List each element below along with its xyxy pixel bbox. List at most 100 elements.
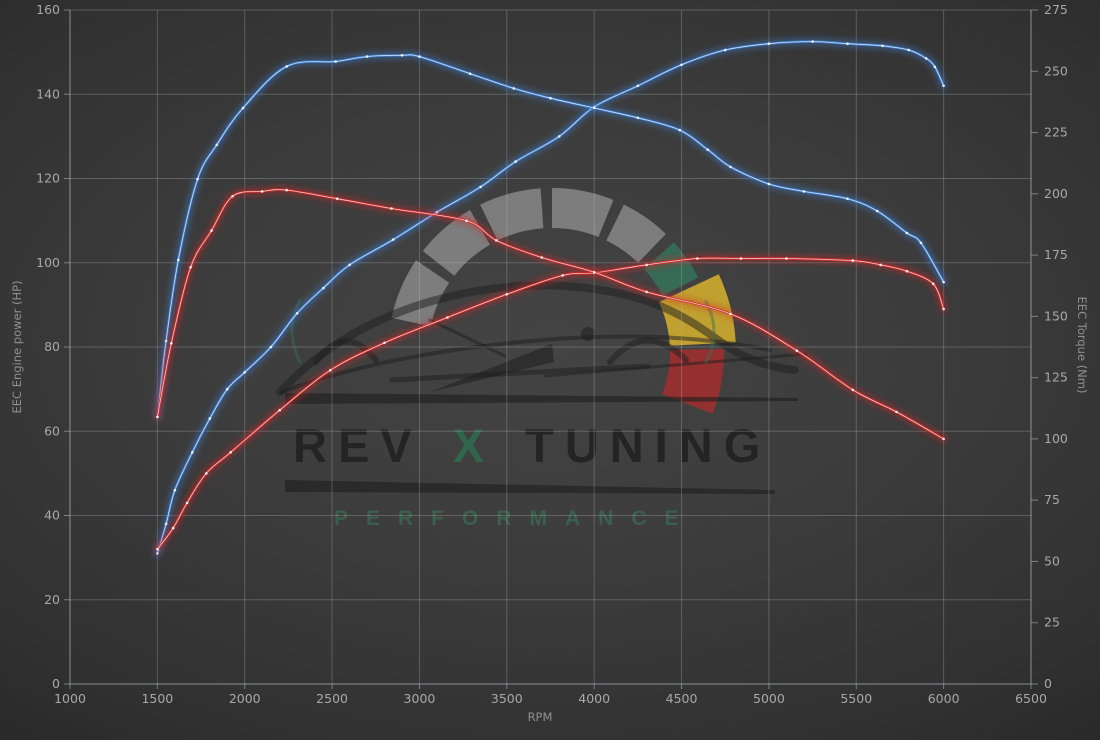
nm-tick-label: 100 (1044, 431, 1068, 446)
stock-torque-nm-sample-dot (390, 207, 393, 210)
tuned-engine-power-hp-sample-dot (322, 286, 325, 290)
tuned-torque-nm-line (156, 53, 945, 419)
stock-torque-nm-sample-dot (189, 266, 192, 269)
tuned-torque-nm-sample-dot (418, 55, 421, 58)
car-door-line (428, 318, 507, 358)
stock-engine-power-hp-curve (153, 254, 948, 554)
x-tick-label: 5000 (753, 691, 785, 706)
gauge-green-segment (644, 242, 699, 296)
car-mirror-dot (581, 327, 595, 341)
nm-tick-label: 0 (1044, 676, 1052, 691)
tuned-engine-power-hp-sample-dot (269, 345, 273, 349)
stock-torque-nm-sample-dot (942, 437, 945, 441)
car-rocker-line (389, 363, 651, 383)
stock-engine-power-hp-sample-dot (383, 341, 386, 345)
tuned-torque-nm-core (157, 54, 944, 418)
tuned-torque-nm-sample-dot (196, 177, 199, 181)
stock-torque-nm-sample-dot (231, 195, 234, 198)
tuned-engine-power-hp-sample-dot (208, 417, 212, 420)
stock-engine-power-hp-sample-dot (278, 408, 282, 412)
watermark-bottom-bar (285, 480, 775, 494)
x-tick-label: 1500 (141, 691, 173, 706)
tuned-torque-nm-sample-dot (767, 182, 771, 186)
x-tick-label: 4000 (578, 691, 610, 706)
stock-torque-nm-sample-dot (210, 229, 213, 232)
nm-tick-label: 275 (1044, 2, 1068, 17)
stock-torque-nm-sample-dot (465, 219, 468, 223)
hp-tick-label: 0 (52, 676, 60, 691)
x-tick-label: 6500 (1015, 691, 1047, 706)
tuned-engine-power-hp-sample-dot (680, 63, 683, 67)
hp-tick-label: 140 (36, 86, 60, 101)
tuned-torque-nm-curve (153, 50, 948, 421)
tuned-engine-power-hp-sample-dot (514, 160, 517, 163)
stock-engine-power-hp-glow (153, 254, 948, 554)
hp-tick-label: 80 (44, 339, 60, 354)
tuned-torque-nm-sample-dot (512, 87, 516, 90)
tuned-engine-power-hp-sample-dot (348, 263, 351, 267)
tuned-engine-power-hp-sample-dot (942, 84, 945, 88)
stock-engine-power-hp-sample-dot (851, 259, 855, 262)
hp-tick-label: 20 (44, 592, 60, 607)
tuned-torque-nm-sample-dot (285, 65, 289, 68)
nm-tick-label: 250 (1044, 63, 1068, 78)
car-roof-line (276, 281, 799, 396)
tuned-engine-power-hp-sample-dot (557, 135, 561, 138)
stock-torque-nm-sample-dot (260, 190, 264, 193)
tuned-engine-power-hp-core (157, 41, 944, 554)
hp-tick-label: 160 (36, 2, 60, 17)
stock-torque-nm-sample-dot (285, 188, 289, 192)
hp-tick-label: 40 (44, 508, 60, 523)
stock-torque-nm-line (156, 188, 945, 441)
stock-torque-nm-sample-dot (495, 239, 498, 242)
tuned-engine-power-hp-sample-dot (811, 40, 814, 43)
nm-tick-label: 175 (1044, 247, 1068, 262)
tuned-engine-power-hp-sample-dot (767, 42, 771, 45)
tuned-engine-power-hp-sample-dot (479, 185, 482, 189)
tuned-torque-nm-sample-dot (942, 280, 945, 284)
hp-tick-label: 120 (36, 171, 60, 186)
car-rear-wheel-arch (607, 337, 689, 365)
tuned-torque-nm-sample-dot (919, 241, 923, 245)
tuned-engine-power-hp-sample-dot (933, 65, 937, 69)
x-tick-label: 2000 (229, 691, 261, 706)
nm-tick-label: 225 (1044, 125, 1068, 140)
x-tick-label: 6000 (928, 691, 960, 706)
tuned-engine-power-hp-sample-dot (391, 238, 395, 241)
tuned-torque-nm-sample-dot (468, 72, 472, 75)
tuned-torque-nm-sample-dot (215, 143, 219, 147)
tuned-torque-nm-sample-dot (706, 148, 710, 151)
brand-x: X (452, 419, 496, 472)
stock-torque-nm-sample-dot (645, 290, 648, 294)
tuned-engine-power-hp-glow (153, 37, 948, 558)
tuned-engine-power-hp-sample-dot (243, 371, 246, 374)
x-tick-label: 3500 (491, 691, 523, 706)
nm-tick-label: 75 (1044, 492, 1060, 507)
tuned-engine-power-hp-sample-dot (881, 44, 884, 48)
stock-engine-power-hp-sample-dot (205, 472, 208, 475)
tuned-engine-power-hp-sample-dot (924, 57, 928, 60)
stock-engine-power-hp-sample-dot (879, 263, 882, 267)
stock-engine-power-hp-sample-dot (561, 274, 564, 277)
tuned-torque-nm-sample-dot (549, 96, 552, 100)
stock-engine-power-hp-sample-dot (645, 263, 648, 267)
tuned-torque-nm-sample-dot (365, 55, 369, 58)
car-rear-skirt-line (543, 352, 808, 378)
tuned-engine-power-hp-sample-dot (636, 84, 640, 88)
nm-tick-label: 150 (1044, 308, 1068, 323)
tuned-torque-nm-sample-dot (729, 165, 732, 169)
nm-tick-label: 125 (1044, 370, 1068, 385)
stock-torque-nm-core (157, 189, 944, 440)
stock-torque-nm-sample-dot (851, 388, 855, 392)
tuned-torque-nm-sample-dot (846, 197, 849, 200)
tuned-torque-nm-sample-dot (678, 128, 682, 132)
gauge-gray-segment (606, 204, 666, 263)
nm-tick-label: 25 (1044, 615, 1060, 630)
tuned-engine-power-hp-sample-dot (723, 48, 727, 52)
tuned-torque-nm-sample-dot (400, 54, 404, 57)
brand-rev: REV (293, 419, 423, 472)
hp-tick-label: 60 (44, 423, 60, 438)
stock-engine-power-hp-core (157, 257, 944, 550)
